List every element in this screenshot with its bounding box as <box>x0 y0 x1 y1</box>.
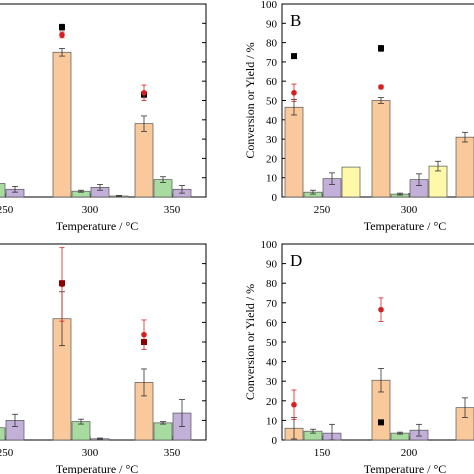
plot-frame <box>0 3 207 198</box>
circle-marker <box>141 331 147 338</box>
circle-marker <box>141 89 147 96</box>
dark-square-marker <box>141 339 147 345</box>
x-tick-label: 150 <box>314 447 331 459</box>
bar <box>0 427 6 441</box>
y-tick-label: 100 <box>261 239 278 251</box>
y-tick-label: 70 <box>266 57 278 69</box>
y-axis-label: Conversion or Yield / % <box>243 284 257 400</box>
x-tick-label: 350 <box>164 204 181 216</box>
y-axis-label: Conversion or Yield / % <box>243 42 257 158</box>
bar <box>0 183 6 198</box>
square-marker <box>378 45 384 52</box>
y-tick-label: 10 <box>266 173 278 185</box>
y-tick-label: 30 <box>266 134 278 146</box>
y-tick-label: 60 <box>266 317 278 329</box>
y-tick-label: 20 <box>266 153 278 165</box>
circle-marker <box>59 32 65 38</box>
bar <box>371 100 391 198</box>
panel-b: 0 10 20 30 40 50 60 70 80 90 100 250 300 Temperature … <box>243 0 474 233</box>
y-tick-label: 80 <box>266 278 278 290</box>
y-tick-label: 80 <box>266 38 278 50</box>
y-tick-label: 50 <box>266 96 278 108</box>
x-tick-label: 350 <box>164 447 181 459</box>
circle-marker <box>378 84 384 90</box>
y-tick-label: 40 <box>266 357 278 369</box>
y-tick-label: 10 <box>266 415 278 427</box>
x-tick-label: 300 <box>82 447 99 459</box>
panel-label: D <box>290 251 302 270</box>
y-tick-label: 60 <box>266 76 278 88</box>
panel-a: 250 300 350 Temperature / °C <box>0 3 207 233</box>
y-tick-label: 0 <box>272 192 278 204</box>
bar <box>341 166 361 198</box>
square-marker <box>378 419 384 426</box>
x-axis-label: Temperature / °C <box>56 219 139 233</box>
circle-marker <box>291 401 297 408</box>
y-tick-label: 90 <box>266 18 278 30</box>
dark-square-marker <box>59 280 65 287</box>
square-marker <box>59 24 65 31</box>
x-axis-label: Temperature / °C <box>56 462 139 474</box>
y-tick-label: 90 <box>266 259 278 271</box>
bar <box>455 136 474 198</box>
panel-d: 0 10 20 30 40 50 60 70 80 90 100 150 200 Temperature … <box>243 239 474 474</box>
y-tick-label: 30 <box>266 376 278 388</box>
y-tick-label: 70 <box>266 298 278 310</box>
y-tick-label: 40 <box>266 115 278 127</box>
bar <box>52 51 72 198</box>
y-tick-label: 100 <box>261 0 278 11</box>
plot-frame <box>0 243 207 441</box>
x-tick-label: 300 <box>82 204 99 216</box>
y-tick-label: 50 <box>266 337 278 349</box>
y-tick-label: 20 <box>266 396 278 408</box>
x-axis-label: Temperature / °C <box>364 219 447 233</box>
square-marker <box>291 53 297 60</box>
panel-c: 250 300 350 Temperature / °C <box>0 243 207 474</box>
panel-label: B <box>290 11 301 30</box>
x-tick-label: 250 <box>314 204 331 216</box>
circle-marker <box>291 89 297 96</box>
x-tick-label: 250 <box>0 204 14 216</box>
x-tick-label: 250 <box>0 447 14 459</box>
bar <box>153 422 173 441</box>
bar <box>284 106 304 198</box>
circle-marker <box>378 306 384 313</box>
y-tick-label: 0 <box>272 435 278 447</box>
x-axis-label: Temperature / °C <box>364 462 447 474</box>
bar <box>134 123 154 198</box>
x-tick-label: 200 <box>401 447 418 459</box>
x-tick-label: 300 <box>401 204 418 216</box>
